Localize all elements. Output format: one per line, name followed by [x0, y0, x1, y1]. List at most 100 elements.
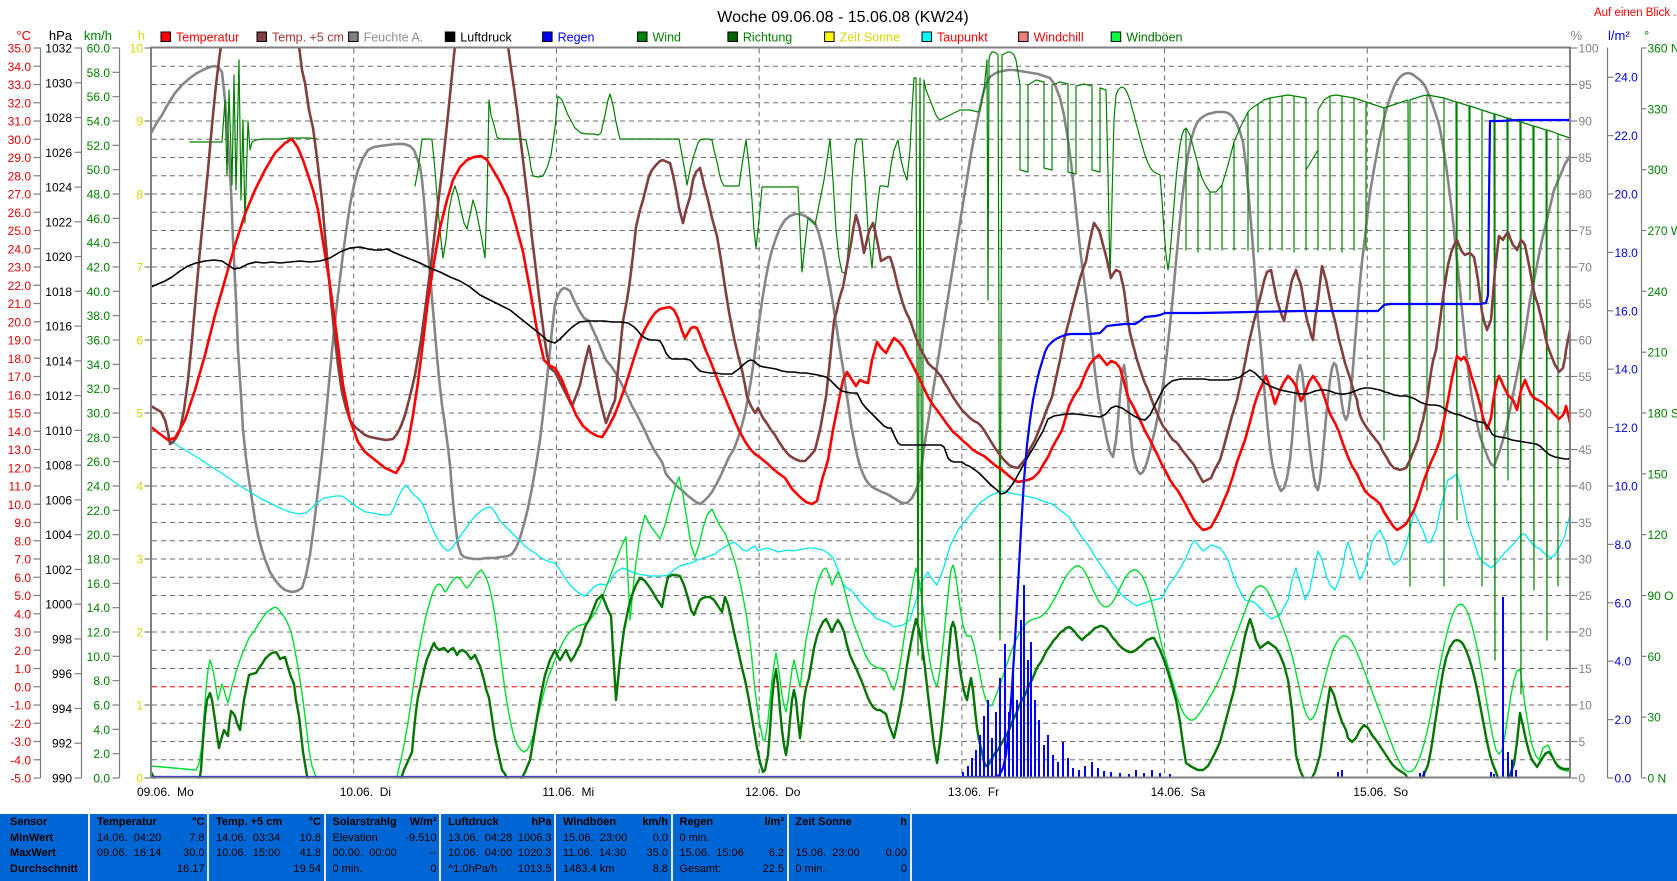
svg-text:19.0: 19.0 [8, 334, 32, 348]
svg-text:1022: 1022 [45, 215, 72, 229]
svg-text:240: 240 [1648, 285, 1668, 299]
svg-text:0.0: 0.0 [93, 772, 110, 786]
svg-text:56.0: 56.0 [87, 90, 111, 104]
svg-text:55: 55 [1579, 370, 1593, 384]
svg-text:35: 35 [1579, 516, 1593, 530]
svg-text:300: 300 [1648, 163, 1668, 177]
svg-text:2.0: 2.0 [1615, 713, 1632, 727]
svg-text:30: 30 [1579, 553, 1593, 567]
svg-text:Woche 09.06.08 - 15.06.08 (KW2: Woche 09.06.08 - 15.06.08 (KW24) [717, 9, 968, 26]
svg-text:26.0: 26.0 [87, 455, 111, 469]
svg-text:0.0: 0.0 [14, 680, 31, 694]
svg-text:1000: 1000 [45, 598, 72, 612]
svg-text:10.0: 10.0 [87, 650, 111, 664]
svg-text:18.0: 18.0 [1615, 246, 1639, 260]
svg-text:1: 1 [136, 699, 143, 713]
svg-text:70: 70 [1579, 261, 1593, 275]
svg-text:26.0: 26.0 [8, 206, 32, 220]
svg-text:60: 60 [1648, 650, 1662, 664]
svg-text:14.0: 14.0 [8, 425, 32, 439]
svg-text:50: 50 [1579, 407, 1593, 421]
svg-text:95: 95 [1579, 78, 1593, 92]
svg-text:1020: 1020 [45, 250, 72, 264]
svg-text:23.0: 23.0 [8, 261, 32, 275]
svg-text:5: 5 [1579, 735, 1586, 749]
svg-text:8: 8 [136, 188, 143, 202]
svg-text:1008: 1008 [45, 459, 72, 473]
svg-text:7.0: 7.0 [14, 553, 31, 567]
svg-text:10.0: 10.0 [8, 498, 32, 512]
svg-text:34.0: 34.0 [87, 358, 111, 372]
svg-text:990: 990 [52, 772, 72, 786]
svg-text:32.0: 32.0 [8, 96, 32, 110]
svg-text:-2.0: -2.0 [10, 717, 31, 731]
svg-text:34.0: 34.0 [8, 60, 32, 74]
svg-text:14.0: 14.0 [87, 601, 111, 615]
svg-text:8.0: 8.0 [93, 674, 110, 688]
svg-text:0: 0 [136, 772, 143, 786]
svg-text:40: 40 [1579, 480, 1593, 494]
svg-text:5: 5 [136, 407, 143, 421]
svg-text:%: % [1571, 28, 1583, 43]
svg-text:°C: °C [16, 28, 31, 43]
svg-text:12.0: 12.0 [8, 461, 32, 475]
svg-text:1024: 1024 [45, 181, 72, 195]
svg-text:0.0: 0.0 [1615, 772, 1632, 786]
svg-text:18.0: 18.0 [8, 352, 32, 366]
svg-text:46.0: 46.0 [87, 212, 111, 226]
svg-text:24.0: 24.0 [8, 242, 32, 256]
svg-text:44.0: 44.0 [87, 236, 111, 250]
svg-text:75: 75 [1579, 224, 1593, 238]
svg-text:Luftdruck: Luftdruck [460, 31, 512, 45]
svg-text:-3.0: -3.0 [10, 735, 31, 749]
svg-text:1012: 1012 [45, 389, 72, 403]
svg-text:2: 2 [136, 626, 143, 640]
svg-text:h: h [138, 28, 145, 43]
svg-text:50.0: 50.0 [87, 163, 111, 177]
svg-text:6.0: 6.0 [1615, 596, 1632, 610]
svg-text:1016: 1016 [45, 320, 72, 334]
svg-text:40.0: 40.0 [87, 285, 111, 299]
svg-text:8.0: 8.0 [1615, 538, 1632, 552]
svg-text:4.0: 4.0 [1615, 655, 1632, 669]
svg-text:10.0: 10.0 [1615, 480, 1639, 494]
svg-text:12.0: 12.0 [87, 626, 111, 640]
svg-text:996: 996 [52, 667, 72, 681]
svg-text:1028: 1028 [45, 111, 72, 125]
svg-text:994: 994 [52, 702, 72, 716]
svg-text:4.0: 4.0 [14, 607, 31, 621]
svg-text:2.0: 2.0 [14, 644, 31, 658]
svg-text:58.0: 58.0 [87, 66, 111, 80]
svg-text:3.0: 3.0 [14, 626, 31, 640]
svg-text:60.0: 60.0 [87, 42, 111, 56]
svg-text:Regen: Regen [558, 31, 595, 45]
svg-text:1032: 1032 [45, 42, 72, 56]
svg-text:Temp. +5 cm: Temp. +5 cm [272, 31, 344, 45]
svg-text:180 S: 180 S [1648, 407, 1677, 421]
svg-text:Wind: Wind [653, 31, 682, 45]
svg-text:28.0: 28.0 [8, 169, 32, 183]
svg-text:5.0: 5.0 [14, 589, 31, 603]
svg-text:Taupunkt: Taupunkt [937, 31, 988, 45]
svg-text:80: 80 [1579, 188, 1593, 202]
svg-text:13.06. Fr: 13.06. Fr [948, 785, 999, 799]
svg-text:11.06. Mi: 11.06. Mi [542, 785, 594, 799]
svg-text:16.0: 16.0 [87, 577, 111, 591]
svg-text:998: 998 [52, 632, 72, 646]
svg-text:22.0: 22.0 [87, 504, 111, 518]
svg-text:10.06. Di: 10.06. Di [340, 785, 391, 799]
svg-text:11.0: 11.0 [9, 480, 32, 494]
svg-text:30: 30 [1648, 711, 1662, 725]
svg-text:330: 330 [1648, 102, 1668, 116]
svg-text:992: 992 [52, 737, 72, 751]
svg-text:Temperatur: Temperatur [176, 31, 239, 45]
svg-text:1002: 1002 [45, 563, 72, 577]
svg-text:1.0: 1.0 [14, 662, 31, 676]
svg-text:2.0: 2.0 [93, 747, 110, 761]
svg-text:16.0: 16.0 [1615, 304, 1639, 318]
svg-text:90 O: 90 O [1648, 589, 1674, 603]
svg-text:22.0: 22.0 [8, 279, 32, 293]
svg-text:48.0: 48.0 [87, 188, 111, 202]
svg-text:9: 9 [136, 115, 143, 129]
svg-text:30.0: 30.0 [87, 407, 111, 421]
